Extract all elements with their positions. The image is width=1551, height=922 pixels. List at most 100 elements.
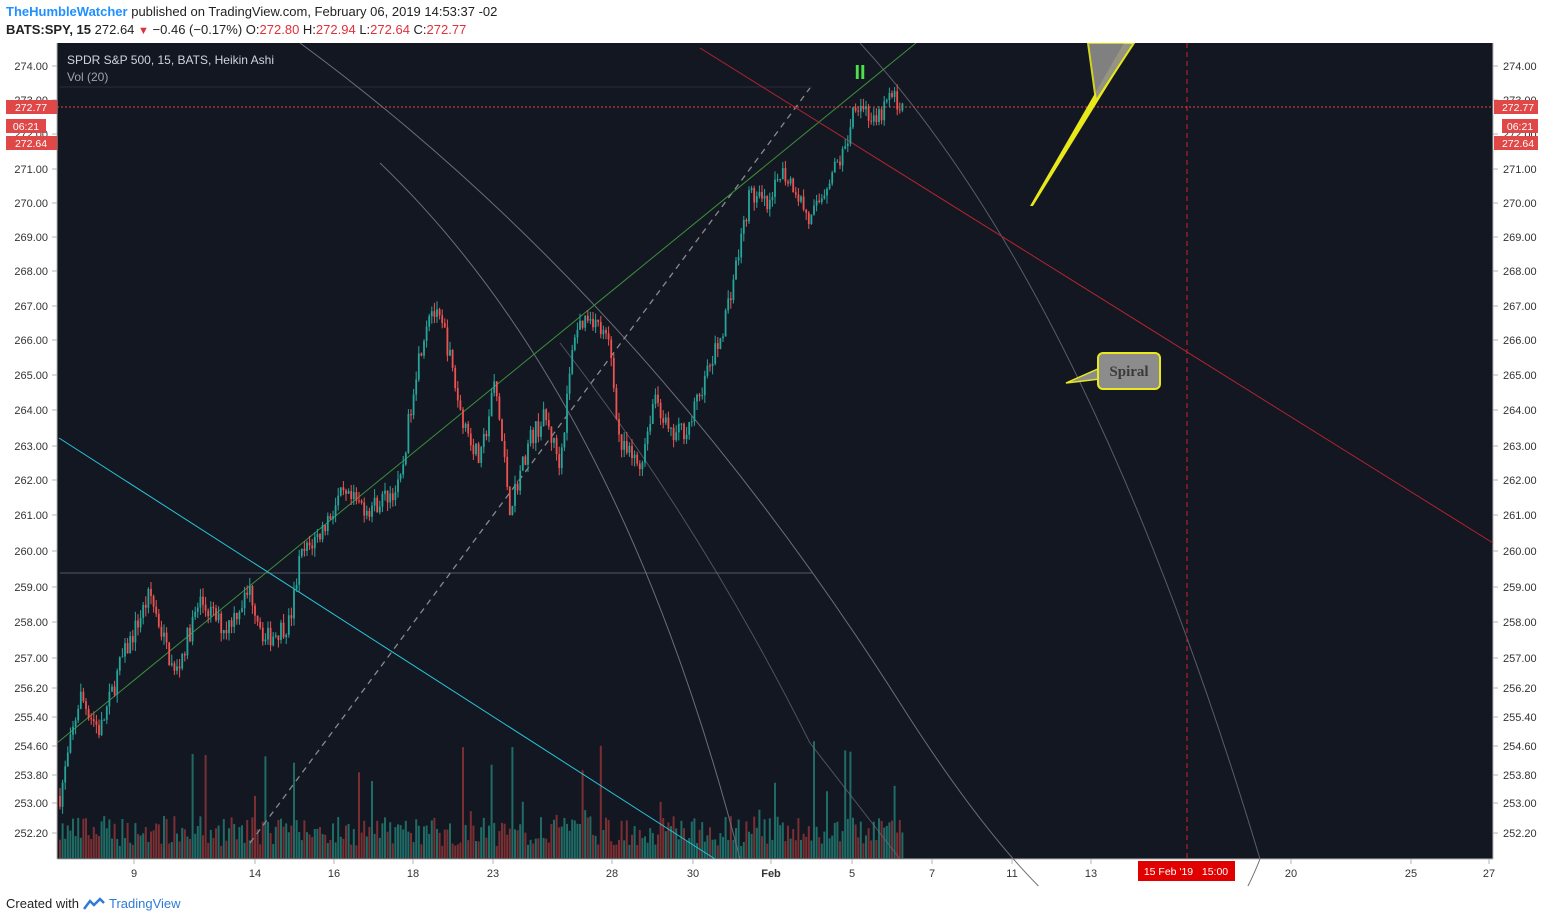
candle-body (823, 195, 826, 199)
spiral-arc-mid[interactable] (559, 342, 901, 860)
volume-bar (147, 841, 150, 858)
candle-body (865, 106, 867, 110)
volume-bar (672, 816, 675, 858)
volume-bar (345, 825, 347, 858)
candle-body (139, 617, 142, 628)
candle-body (722, 336, 724, 339)
dashed-trendline[interactable] (249, 87, 811, 844)
candle-body (849, 127, 852, 144)
volume-bar (514, 829, 516, 858)
volume-bar (290, 825, 293, 858)
candle-body (300, 548, 303, 556)
candle-body (750, 188, 753, 191)
volume-bar (264, 756, 267, 858)
price-tick-left: 264.00 (14, 405, 48, 417)
callout-text: Spiral (1109, 364, 1148, 380)
volume-bar (126, 822, 129, 858)
red-trendline[interactable] (699, 47, 1494, 544)
volume-bar (254, 795, 256, 858)
volume-bar (157, 824, 160, 858)
volume-bar (787, 825, 789, 858)
candle-body (597, 319, 600, 323)
volume-bar (69, 830, 72, 858)
time-tick: 5 (849, 868, 855, 880)
volume-bar (241, 825, 243, 858)
candle-body (459, 400, 462, 410)
candle-body (649, 423, 652, 432)
volume-bar (750, 833, 753, 858)
volume-bar (144, 827, 147, 858)
candle-body (641, 462, 644, 470)
volume-bar (134, 823, 137, 858)
volume-bar (594, 835, 597, 858)
candle-body (308, 542, 311, 546)
candle-body (501, 419, 503, 442)
volume-bar (74, 836, 77, 858)
candle-body (277, 635, 280, 641)
volume-bar (321, 834, 324, 858)
candle-body (74, 720, 77, 727)
spiral-arc-outer[interactable] (859, 43, 1261, 860)
volume-bar (108, 819, 111, 858)
volume-bar (246, 820, 249, 858)
candle-body (784, 168, 787, 182)
right-price-axis[interactable]: 274.00273.00272.00271.00270.00269.00268.… (1493, 61, 1537, 840)
volume-bar (581, 770, 584, 858)
candle-body (859, 105, 862, 112)
candle-body (818, 200, 821, 203)
price-chart[interactable]: 274.00273.00272.00271.00270.00269.00268.… (0, 43, 1551, 886)
candle-body (334, 505, 337, 517)
plot-area[interactable] (57, 43, 1493, 859)
spiral-arc-inner[interactable] (379, 162, 741, 860)
drawings-layer[interactable]: Spiral II (56, 43, 1494, 886)
candle-body (602, 330, 605, 335)
candle-body (477, 443, 480, 463)
candle-body (116, 670, 119, 695)
volume-bar (774, 782, 776, 858)
cyan-trendline[interactable] (58, 437, 716, 860)
candle-body (503, 441, 506, 457)
volume-bar (189, 838, 191, 858)
candle-body (690, 421, 693, 423)
volume-bar (781, 822, 784, 858)
candle-body (443, 323, 446, 328)
candle-body (521, 456, 524, 471)
candle-body (402, 464, 405, 475)
volume-bar (337, 816, 340, 858)
candle-body (186, 627, 189, 656)
volume-bar (737, 819, 740, 858)
volume-bar (199, 816, 202, 858)
candle-body (358, 500, 360, 502)
time-axis[interactable]: 9 14 16 18 23 28 30 Feb 5 7 11 13 20 25 27 (131, 859, 1495, 880)
volume-bar (103, 816, 106, 858)
low-badge-left: 272.64 (15, 138, 47, 150)
candle-body (178, 666, 181, 669)
spiral-callout[interactable]: Spiral (1065, 352, 1161, 390)
candle-body (209, 606, 212, 617)
candle-body (584, 315, 587, 328)
volume-bar (191, 753, 194, 858)
volume-bar (498, 831, 501, 858)
tradingview-link[interactable]: TradingView (108, 896, 181, 911)
candle-body (745, 220, 748, 222)
volume-bar (118, 845, 121, 858)
candle-body (493, 381, 496, 393)
author-link[interactable]: TheHumbleWatcher (6, 4, 128, 19)
green-trendline[interactable] (56, 43, 917, 744)
left-price-axis[interactable]: 274.00273.00272.00271.00270.00269.00268.… (14, 61, 57, 840)
candle-body (862, 105, 865, 110)
spiral-arc[interactable] (299, 43, 1261, 886)
candlestick-series[interactable] (59, 84, 904, 814)
candle-body (456, 388, 459, 401)
candle-body (841, 148, 844, 166)
volume-bar (443, 829, 446, 858)
volume-bar (628, 844, 631, 858)
volume-bar (638, 829, 641, 858)
candle-body (160, 626, 163, 637)
candle-body (355, 492, 358, 501)
candle-body (425, 326, 428, 341)
yellow-arrow-head[interactable] (1086, 43, 1136, 104)
volume-bar (485, 837, 488, 858)
candle-body (246, 592, 249, 595)
legend-title: SPDR S&P 500, 15, BATS, Heikin Ashi (67, 53, 274, 67)
